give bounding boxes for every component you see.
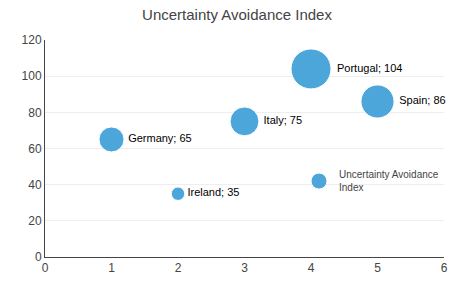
svg-text:Uncertainty Avoidance Index: Uncertainty Avoidance Index (142, 6, 332, 23)
svg-text:5: 5 (374, 261, 381, 275)
svg-text:4: 4 (308, 261, 315, 275)
svg-text:0: 0 (35, 250, 42, 264)
svg-text:120: 120 (22, 33, 42, 47)
svg-text:80: 80 (28, 106, 42, 120)
svg-text:100: 100 (22, 69, 42, 83)
svg-text:Spain; 86: Spain; 86 (399, 94, 445, 106)
svg-text:0: 0 (42, 261, 49, 275)
svg-text:Germany; 65: Germany; 65 (128, 132, 192, 144)
svg-text:Portugal; 104: Portugal; 104 (337, 62, 402, 74)
svg-text:Uncertainty AvoidanceIndex: Uncertainty AvoidanceIndex (339, 169, 439, 193)
svg-text:60: 60 (28, 142, 42, 156)
svg-text:Ireland; 35: Ireland; 35 (187, 186, 239, 198)
svg-text:40: 40 (28, 178, 42, 192)
svg-text:2: 2 (175, 261, 182, 275)
svg-text:6: 6 (441, 261, 448, 275)
svg-text:1: 1 (108, 261, 115, 275)
svg-text:3: 3 (241, 261, 248, 275)
svg-text:20: 20 (28, 214, 42, 228)
svg-text:Italy; 75: Italy; 75 (264, 114, 303, 126)
